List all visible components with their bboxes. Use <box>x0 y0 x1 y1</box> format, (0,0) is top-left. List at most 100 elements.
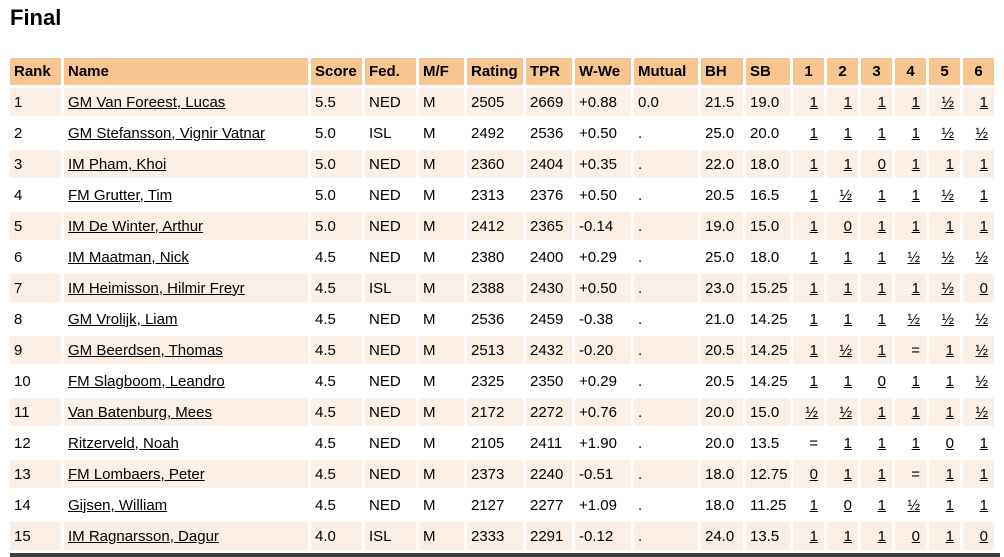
round-result-link[interactable]: 1 <box>877 279 886 297</box>
player-link[interactable]: FM Lombaers, Peter <box>68 465 205 483</box>
round-result-link[interactable]: ½ <box>839 341 852 359</box>
round-result-link[interactable]: ½ <box>839 403 852 421</box>
round-result-link[interactable]: 1 <box>979 496 988 514</box>
player-link[interactable]: FM Slagboom, Leandro <box>68 372 225 390</box>
round-result-link[interactable]: 1 <box>945 341 954 359</box>
round-result-link[interactable]: 1 <box>843 527 852 545</box>
round-result-link[interactable]: 1 <box>979 155 988 173</box>
round-result-link[interactable]: 1 <box>911 124 920 142</box>
round-result-link[interactable]: ½ <box>941 124 954 142</box>
round-result-link[interactable]: 1 <box>809 527 818 545</box>
round-result-link[interactable]: 1 <box>809 248 818 266</box>
round-result-link[interactable]: 0 <box>809 465 818 483</box>
round-result-link[interactable]: 1 <box>877 217 886 235</box>
round-result-link[interactable]: 1 <box>877 310 886 328</box>
round-result-link[interactable]: 1 <box>911 217 920 235</box>
round-result-link[interactable]: ½ <box>975 372 988 390</box>
round-result-link[interactable]: 1 <box>877 434 886 452</box>
round-result-link[interactable]: 1 <box>877 527 886 545</box>
round-result-link[interactable]: ½ <box>941 93 954 111</box>
round-result-link[interactable]: 1 <box>979 93 988 111</box>
player-link[interactable]: GM Vrolijk, Liam <box>68 310 178 328</box>
round-result-link[interactable]: ½ <box>805 403 818 421</box>
round-result-link[interactable]: 0 <box>911 527 920 545</box>
round-result-link[interactable]: 1 <box>843 310 852 328</box>
round-result-link[interactable]: ½ <box>941 279 954 297</box>
round-result-link[interactable]: 1 <box>843 155 852 173</box>
round-result-link[interactable]: 1 <box>843 93 852 111</box>
round-result-link[interactable]: 1 <box>843 372 852 390</box>
round-result-link[interactable]: 0 <box>979 279 988 297</box>
round-result-link[interactable]: ½ <box>941 186 954 204</box>
player-link[interactable]: IM Pham, Khoi <box>68 155 167 173</box>
round-result-link[interactable]: 1 <box>843 248 852 266</box>
round-result-link[interactable]: 1 <box>945 465 954 483</box>
round-result-link[interactable]: 1 <box>911 403 920 421</box>
round-result-link[interactable]: ½ <box>975 310 988 328</box>
player-link[interactable]: Van Batenburg, Mees <box>68 403 212 421</box>
round-result-link[interactable]: 1 <box>911 93 920 111</box>
round-result-link[interactable]: ½ <box>839 186 852 204</box>
round-result-link[interactable]: 1 <box>911 186 920 204</box>
round-result-link[interactable]: 1 <box>809 93 818 111</box>
round-result-link[interactable]: ½ <box>941 310 954 328</box>
round-result-link[interactable]: 1 <box>809 217 818 235</box>
round-result-link[interactable]: ½ <box>907 496 920 514</box>
round-result-link[interactable]: 1 <box>877 248 886 266</box>
round-result-link[interactable]: 1 <box>945 496 954 514</box>
round-result-link[interactable]: 1 <box>877 124 886 142</box>
player-link[interactable]: IM De Winter, Arthur <box>68 217 204 235</box>
round-result-link[interactable]: 1 <box>911 434 920 452</box>
round-result-link[interactable]: 0 <box>877 155 886 173</box>
round-result-link[interactable]: ½ <box>975 248 988 266</box>
round-result-link[interactable]: ½ <box>975 403 988 421</box>
player-link[interactable]: IM Maatman, Nick <box>68 248 189 266</box>
round-result-link[interactable]: ½ <box>907 310 920 328</box>
round-result-link[interactable]: 0 <box>945 434 954 452</box>
round-result-link[interactable]: 1 <box>877 93 886 111</box>
round-result-link[interactable]: 1 <box>843 124 852 142</box>
round-result-link[interactable]: 1 <box>877 465 886 483</box>
round-result-link[interactable]: 1 <box>809 372 818 390</box>
player-link[interactable]: Gijsen, William <box>68 496 168 514</box>
round-result-link[interactable]: 1 <box>809 496 818 514</box>
round-result-link[interactable]: 1 <box>843 434 852 452</box>
round-result-link[interactable]: 1 <box>877 403 886 421</box>
round-result-link[interactable]: 1 <box>843 465 852 483</box>
round-result-link[interactable]: 1 <box>911 372 920 390</box>
round-result-link[interactable]: 0 <box>843 496 852 514</box>
round-result-link[interactable]: 0 <box>843 217 852 235</box>
round-result-link[interactable]: 1 <box>843 279 852 297</box>
round-result-link[interactable]: 0 <box>877 372 886 390</box>
round-result-link[interactable]: 1 <box>877 186 886 204</box>
round-result-link[interactable]: 1 <box>809 124 818 142</box>
round-result-link[interactable]: 1 <box>911 279 920 297</box>
round-result-link[interactable]: 1 <box>809 341 818 359</box>
round-result-link[interactable]: 1 <box>809 155 818 173</box>
player-link[interactable]: GM Van Foreest, Lucas <box>68 93 226 111</box>
round-result-link[interactable]: 1 <box>945 403 954 421</box>
round-result-link[interactable]: 1 <box>809 310 818 328</box>
round-result-link[interactable]: ½ <box>941 248 954 266</box>
round-result-link[interactable]: 1 <box>945 527 954 545</box>
player-link[interactable]: Ritzerveld, Noah <box>68 434 179 452</box>
round-result-link[interactable]: 1 <box>979 217 988 235</box>
round-result-link[interactable]: 1 <box>809 279 818 297</box>
round-result-link[interactable]: 1 <box>911 155 920 173</box>
round-result-link[interactable]: 1 <box>979 465 988 483</box>
round-result-link[interactable]: 1 <box>877 341 886 359</box>
round-result-link[interactable]: ½ <box>975 124 988 142</box>
player-link[interactable]: GM Beerdsen, Thomas <box>68 341 223 359</box>
player-link[interactable]: FM Grutter, Tim <box>68 186 173 204</box>
round-result-link[interactable]: 1 <box>945 372 954 390</box>
round-result-link[interactable]: ½ <box>975 341 988 359</box>
round-result-link[interactable]: 1 <box>877 496 886 514</box>
player-link[interactable]: IM Ragnarsson, Dagur <box>68 527 219 545</box>
round-result-link[interactable]: 1 <box>979 434 988 452</box>
round-result-link[interactable]: ½ <box>907 248 920 266</box>
round-result-link[interactable]: 0 <box>979 527 988 545</box>
player-link[interactable]: IM Heimisson, Hilmir Freyr <box>68 279 245 297</box>
round-result-link[interactable]: 1 <box>945 217 954 235</box>
round-result-link[interactable]: 1 <box>945 155 954 173</box>
round-result-link[interactable]: 1 <box>809 186 818 204</box>
